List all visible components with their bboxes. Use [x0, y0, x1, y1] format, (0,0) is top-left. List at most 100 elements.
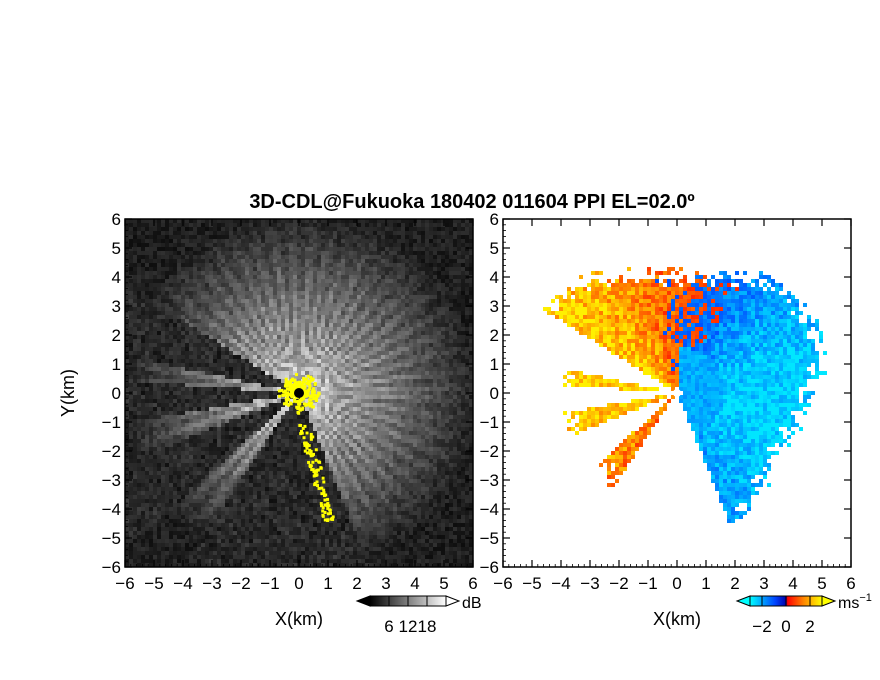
intensity-cell [405, 391, 409, 395]
intensity-cell [333, 371, 337, 375]
intensity-cell [349, 347, 353, 351]
intensity-cell [253, 415, 257, 419]
intensity-cell [253, 291, 257, 295]
intensity-cell [421, 223, 425, 227]
intensity-cell [313, 275, 317, 279]
intensity-cell [241, 247, 245, 251]
intensity-cell [469, 247, 473, 251]
intensity-cell [197, 395, 201, 399]
intensity-cell [441, 363, 445, 367]
intensity-cell [373, 319, 377, 323]
intensity-cell [209, 275, 213, 279]
intensity-cell [237, 347, 241, 351]
intensity-cell [313, 419, 317, 423]
intensity-cell [253, 219, 257, 223]
intensity-cell [257, 411, 261, 415]
intensity-cell [209, 227, 213, 231]
intensity-cell [173, 407, 177, 411]
intensity-cell [297, 435, 301, 439]
intensity-cell [165, 255, 169, 259]
intensity-cell [213, 231, 217, 235]
intensity-cell [177, 447, 181, 451]
intensity-cell [457, 423, 461, 427]
intensity-cell [281, 227, 285, 231]
intensity-cell [149, 319, 153, 323]
intensity-cell [429, 327, 433, 331]
intensity-cell [345, 379, 349, 383]
intensity-cell [433, 387, 437, 391]
intensity-cell [157, 219, 161, 223]
intensity-cell [169, 271, 173, 275]
intensity-cell [357, 319, 361, 323]
intensity-cell [401, 411, 405, 415]
intensity-cell [237, 243, 241, 247]
intensity-cell [329, 331, 333, 335]
intensity-cell [317, 415, 321, 419]
intensity-cell [453, 239, 457, 243]
intensity-cell [173, 355, 177, 359]
intensity-cell [437, 315, 441, 319]
intensity-cell [157, 275, 161, 279]
intensity-cell [417, 291, 421, 295]
intensity-cell [297, 307, 301, 311]
intensity-cell [137, 223, 141, 227]
intensity-cell [145, 283, 149, 287]
intensity-cell [333, 311, 337, 315]
intensity-cell [157, 375, 161, 379]
intensity-cell [361, 387, 365, 391]
intensity-cell [285, 411, 289, 415]
intensity-cell [237, 355, 241, 359]
intensity-cell [197, 347, 201, 351]
intensity-cell [461, 443, 465, 447]
intensity-cell [281, 299, 285, 303]
intensity-cell [261, 355, 265, 359]
intensity-cell [341, 359, 345, 363]
intensity-cell [369, 339, 373, 343]
intensity-cell [181, 231, 185, 235]
intensity-cell [429, 263, 433, 267]
intensity-cell [409, 399, 413, 403]
intensity-cell [293, 431, 297, 435]
intensity-cell [341, 283, 345, 287]
intensity-cell [237, 427, 241, 431]
intensity-cell [345, 371, 349, 375]
intensity-cell [201, 223, 205, 227]
intensity-cell [237, 387, 241, 391]
intensity-cell [425, 279, 429, 283]
intensity-cell [441, 295, 445, 299]
intensity-cell [181, 347, 185, 351]
intensity-cell [277, 275, 281, 279]
intensity-cell [305, 259, 309, 263]
intensity-cell [441, 391, 445, 395]
intensity-cell [465, 247, 469, 251]
intensity-cell [285, 255, 289, 259]
intensity-cell [449, 307, 453, 311]
intensity-cell [165, 443, 169, 447]
intensity-cell [233, 363, 237, 367]
intensity-cell [129, 271, 133, 275]
intensity-cell [437, 307, 441, 311]
intensity-cell [453, 255, 457, 259]
intensity-cell [285, 235, 289, 239]
intensity-cell [217, 255, 221, 259]
intensity-cell [145, 391, 149, 395]
intensity-cell [461, 423, 465, 427]
intensity-cell [321, 223, 325, 227]
intensity-cell [333, 391, 337, 395]
intensity-cell [321, 251, 325, 255]
intensity-cell [381, 247, 385, 251]
intensity-cell [133, 255, 137, 259]
intensity-cell [449, 407, 453, 411]
intensity-cell [409, 239, 413, 243]
intensity-cell [265, 227, 269, 231]
intensity-cell [393, 407, 397, 411]
intensity-cell [209, 383, 213, 387]
intensity-cell [145, 335, 149, 339]
intensity-cell [449, 435, 453, 439]
intensity-cell [269, 331, 273, 335]
intensity-cell [457, 443, 461, 447]
intensity-cell [281, 375, 285, 379]
intensity-cell [465, 403, 469, 407]
intensity-cell [133, 399, 137, 403]
intensity-cell [181, 255, 185, 259]
